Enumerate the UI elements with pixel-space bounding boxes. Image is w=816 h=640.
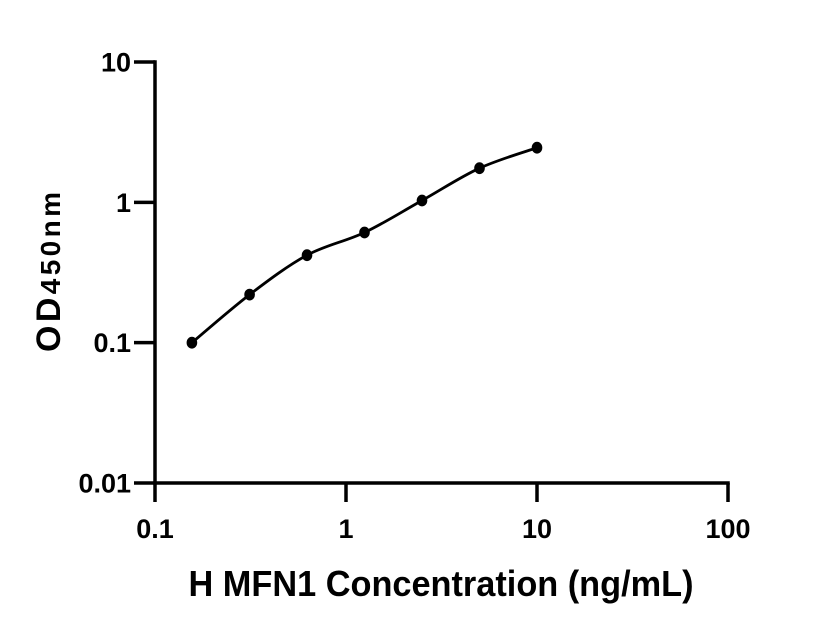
y-axis-ticks	[134, 60, 155, 485]
x-axis-ticks	[153, 483, 730, 502]
x-axis-title: H MFN1 Concentration (ng/mL)	[189, 563, 694, 604]
y-tick-label: 0.1	[93, 328, 131, 358]
y-tick-label: 1	[116, 188, 131, 218]
data-point-marker	[359, 226, 370, 239]
axes	[153, 60, 730, 485]
data-point-marker	[474, 162, 485, 175]
x-tick-label: 10	[522, 514, 552, 544]
y-axis-title-od: OD	[30, 298, 68, 352]
data-point-marker	[416, 194, 428, 207]
data-point-marker	[301, 249, 313, 262]
fit-curve-line	[191, 146, 538, 344]
y-axis-title: OD 450nm	[30, 192, 68, 352]
x-tick-label: 1	[338, 514, 353, 544]
y-axis-title-450nm: 450nm	[35, 192, 66, 294]
x-tick-label: 100	[705, 514, 750, 544]
x-tick-label: 0.1	[136, 514, 174, 544]
data-point-marker	[186, 336, 198, 349]
y-tick-label: 10	[101, 48, 131, 78]
y-tick-label: 0.01	[78, 469, 131, 499]
data-point-marker	[531, 141, 543, 154]
data-series	[186, 141, 543, 349]
data-point-marker	[244, 288, 255, 301]
x-axis-tick-labels: 0.1 1 10 100	[136, 514, 750, 544]
y-axis-tick-labels: 10 1 0.1 0.01	[78, 48, 131, 499]
